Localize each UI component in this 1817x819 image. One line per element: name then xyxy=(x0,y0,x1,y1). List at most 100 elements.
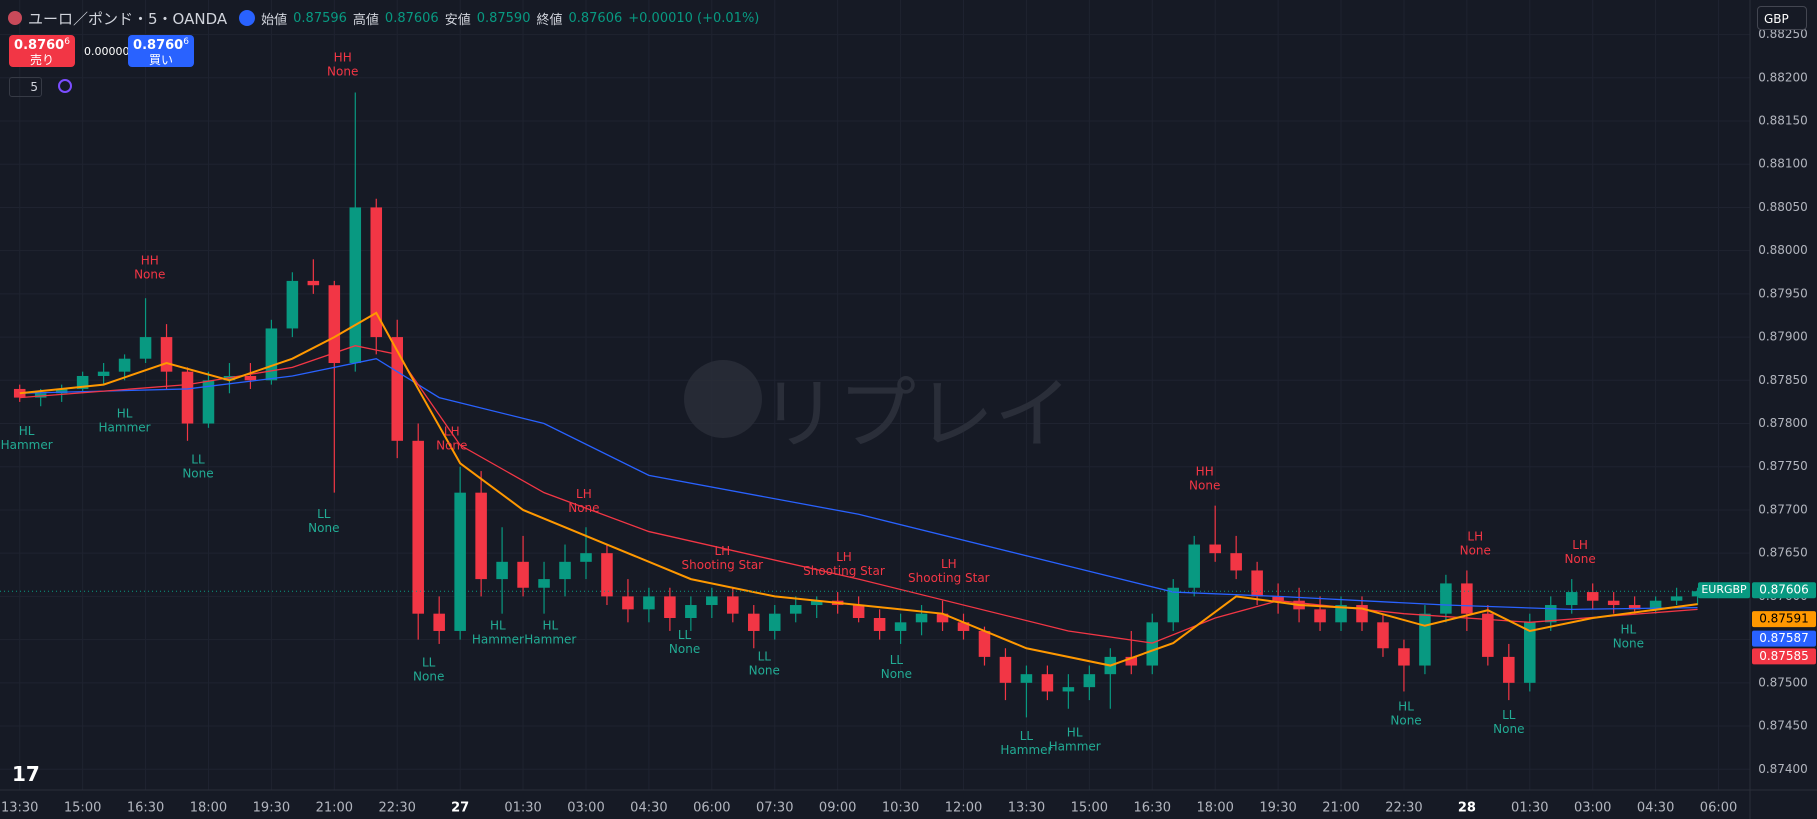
interval: 5 xyxy=(30,80,38,94)
candle-body xyxy=(13,388,26,398)
pivot-label: HL xyxy=(542,618,558,632)
candle-body xyxy=(810,600,823,606)
interval-button[interactable]: 5 xyxy=(9,77,42,97)
watermark-icon xyxy=(684,360,762,438)
currency-button[interactable]: GBP xyxy=(1757,6,1807,30)
sync-icon[interactable] xyxy=(58,79,72,93)
x-tick-label: 13:30 xyxy=(1008,801,1045,816)
candle-body xyxy=(118,358,131,372)
pivot-label: LL xyxy=(317,507,331,521)
candle-body xyxy=(1398,648,1410,666)
sell-price-sup: 6 xyxy=(64,37,70,47)
buy-label: 買い xyxy=(148,53,173,67)
x-tick-label: 04:30 xyxy=(630,801,667,816)
candle-body xyxy=(55,388,68,394)
candle-body xyxy=(433,613,445,631)
y-tick-label: 0.87900 xyxy=(1758,330,1808,344)
candle-body xyxy=(202,380,215,424)
pivot-pattern: Hammer xyxy=(1,438,53,452)
price-label: 0.87606 xyxy=(1759,583,1809,597)
candle-body xyxy=(1188,544,1200,588)
pivot-label: LL xyxy=(758,649,772,663)
x-tick-label: 06:00 xyxy=(693,801,730,816)
pivot-pattern: None xyxy=(1189,478,1220,492)
y-tick-label: 0.87650 xyxy=(1758,546,1808,560)
candle-body xyxy=(789,605,802,614)
x-tick-label: 12:00 xyxy=(945,801,982,816)
pivot-pattern: Hammer xyxy=(1000,743,1052,757)
spread: 0.00000 xyxy=(84,45,130,58)
x-tick-label: 22:30 xyxy=(378,801,415,816)
x-tick-label: 07:30 xyxy=(756,801,793,816)
candle-body xyxy=(1230,553,1242,571)
pivot-pattern: Hammer xyxy=(1049,739,1101,753)
pivot-label: LH xyxy=(1572,538,1588,552)
candle-body xyxy=(454,492,466,631)
price-label: 0.87591 xyxy=(1759,612,1809,626)
symbol[interactable]: ユーロ／ポンド・5・OANDA xyxy=(28,9,228,28)
candle-body xyxy=(936,613,949,623)
candle-body xyxy=(1524,622,1536,683)
candle-body xyxy=(1167,587,1180,623)
candle-body xyxy=(664,596,676,618)
x-tick-label: 27 xyxy=(451,801,469,816)
pivot-pattern: Hammer xyxy=(472,632,524,646)
y-tick-label: 0.88250 xyxy=(1758,27,1808,41)
moving-average-line xyxy=(19,358,1698,611)
pivot-pattern: None xyxy=(1390,714,1421,728)
candle-body xyxy=(622,596,634,610)
low-label: 安値 xyxy=(444,12,471,28)
pivot-pattern: None xyxy=(413,669,444,683)
sell-button[interactable]: 0.87606 売り xyxy=(9,35,75,67)
candle-body xyxy=(643,596,655,610)
candle-body xyxy=(391,337,403,441)
x-tick-label: 13:30 xyxy=(1,801,38,816)
sell-price: 0.8760 xyxy=(14,38,65,53)
open: 0.87596 xyxy=(293,10,347,26)
y-tick-label: 0.87800 xyxy=(1758,416,1808,430)
y-tick-label: 0.88150 xyxy=(1758,114,1808,128)
candle-body xyxy=(76,375,89,389)
buy-button[interactable]: 0.87606 買い xyxy=(128,35,194,67)
candle-body xyxy=(706,596,718,606)
x-tick-label: 03:00 xyxy=(1574,801,1611,816)
pivot-label: HH xyxy=(334,50,352,64)
symbol-label: EURGBP xyxy=(1701,583,1747,596)
header: ユーロ／ポンド・5・OANDA 始値 0.87596 高値 0.87606 安値 0.… xyxy=(8,6,759,30)
pivot-label: HH xyxy=(1196,464,1214,478)
candle-body xyxy=(244,375,257,381)
pivot-label: HH xyxy=(141,254,159,268)
pivot-label: HL xyxy=(1067,725,1083,739)
y-tick-label: 0.87750 xyxy=(1758,459,1808,473)
replay-icon[interactable] xyxy=(239,10,256,26)
price-label-box xyxy=(1752,648,1816,665)
candle-body xyxy=(768,613,781,631)
x-tick-label: 16:30 xyxy=(127,801,164,816)
candle-body xyxy=(328,285,341,364)
candle-body xyxy=(685,605,697,618)
high: 0.87606 xyxy=(384,10,439,26)
pivot-pattern: Shooting Star xyxy=(803,564,885,578)
pivot-label: LL xyxy=(191,452,205,466)
y-tick-label: 0.87850 xyxy=(1758,373,1808,387)
candle-body xyxy=(915,613,928,623)
pivot-pattern: None xyxy=(1613,637,1644,651)
candle-body xyxy=(517,561,529,588)
candle-body xyxy=(349,207,362,364)
candle-body xyxy=(1461,583,1473,614)
x-tick-label: 03:00 xyxy=(567,801,604,816)
buy-price: 0.8760 xyxy=(133,38,184,53)
x-tick-label: 21:00 xyxy=(316,801,353,816)
candle-body xyxy=(1146,622,1159,666)
y-tick-label: 0.87700 xyxy=(1758,502,1808,516)
candle-body xyxy=(1503,656,1515,683)
pivot-label: LL xyxy=(422,655,436,669)
y-tick-label: 0.88050 xyxy=(1758,200,1808,214)
candle-body xyxy=(1125,656,1138,666)
candle-body xyxy=(1272,596,1284,601)
candle-body xyxy=(160,337,173,372)
candle-body xyxy=(412,440,424,614)
candle-body xyxy=(475,492,487,580)
